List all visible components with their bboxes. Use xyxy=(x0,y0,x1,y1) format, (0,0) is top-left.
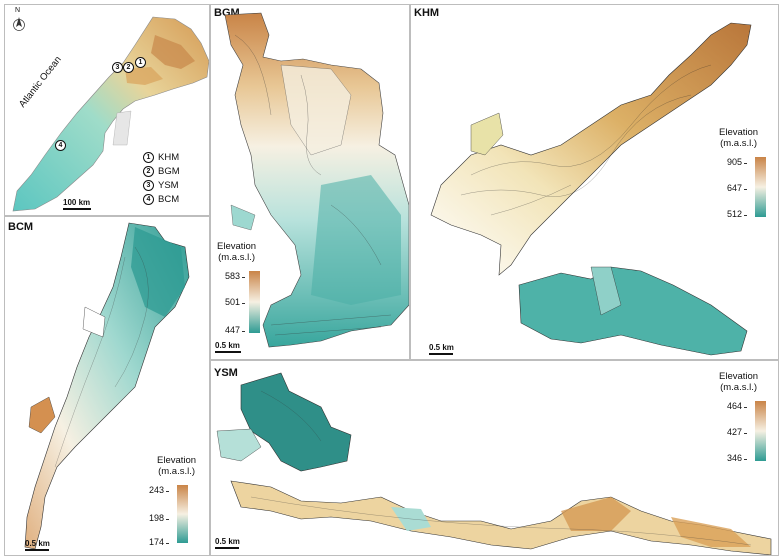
khm-legend-title: Elevation (m.a.s.l.) xyxy=(719,127,759,149)
bcm-legend-max: 243 xyxy=(149,485,170,495)
ysm-legend-min: 346 xyxy=(727,453,748,463)
khm-scale-bar: 0.5 km xyxy=(429,343,459,357)
bgm-elevation-map xyxy=(224,12,409,348)
site-marker-3: 3 xyxy=(112,62,123,73)
north-arrow-icon: N xyxy=(12,7,26,31)
bgm-scale-bar: 0.5 km xyxy=(215,341,245,355)
ysm-legend: Elevation (m.a.s.l.) 464 427 346 xyxy=(705,365,775,469)
bcm-legend-title: Elevation (m.a.s.l.) xyxy=(157,455,197,477)
bcm-legend-bar xyxy=(177,485,188,543)
site-key-4: 4 BCM xyxy=(143,194,179,205)
north-label: N xyxy=(15,7,21,14)
site-key-2: 2 BGM xyxy=(143,166,180,177)
khm-legend: Elevation (m.a.s.l.) 905 647 512 xyxy=(711,127,771,227)
site-marker-4: 4 xyxy=(55,140,66,151)
morocco-relief-map xyxy=(12,16,209,212)
khm-elevation-map xyxy=(430,22,752,356)
khm-title: KHM xyxy=(414,7,440,19)
bcm-title: BCM xyxy=(8,221,34,233)
bcm-elevation-map xyxy=(24,222,190,550)
site-key-3: 3 YSM xyxy=(143,180,179,191)
bgm-panel: BGM Elevation (m.a.s.l.) 583 501 4 xyxy=(210,4,410,360)
bcm-scale-bar: 0.5 km xyxy=(25,539,55,553)
ysm-legend-mid: 427 xyxy=(727,427,748,437)
khm-legend-min: 512 xyxy=(727,209,748,219)
land-shape xyxy=(12,16,209,212)
bgm-legend-bar xyxy=(249,271,260,333)
site-marker-2: 2 xyxy=(123,62,134,73)
site-key-1: 1 KHM xyxy=(143,152,179,163)
khm-legend-bar xyxy=(755,157,766,217)
bcm-legend: Elevation (m.a.s.l.) 243 198 174 xyxy=(145,455,205,555)
overview-scale-bar: 100 km xyxy=(63,198,93,212)
bcm-panel: BCM Elevation (m.a.s.l.) 243 198 174 0.5 … xyxy=(4,216,210,556)
overview-map-panel: N Atlantic Ocean 3 2 1 4 1 KHM 2 BGM 3 YSM … xyxy=(4,4,210,216)
bgm-legend-min: 447 xyxy=(225,325,246,335)
bgm-legend-max: 583 xyxy=(225,271,246,281)
bcm-legend-mid: 198 xyxy=(149,513,170,523)
khm-legend-max: 905 xyxy=(727,157,748,167)
khm-panel: KHM Elevation (m.a.s.l.) 905 647 512 0.5 … xyxy=(410,4,779,360)
bgm-legend-title: Elevation (m.a.s.l.) xyxy=(217,241,257,263)
ysm-legend-title: Elevation (m.a.s.l.) xyxy=(719,371,759,393)
ysm-legend-max: 464 xyxy=(727,401,748,411)
khm-legend-mid: 647 xyxy=(727,183,748,193)
ysm-panel: YSM Elevation (m.a.s.l.) 464 427 346 0.5 … xyxy=(210,360,779,556)
site-marker-1: 1 xyxy=(135,57,146,68)
ysm-legend-bar xyxy=(755,401,766,461)
ysm-elevation-map xyxy=(216,372,772,555)
bgm-legend: Elevation (m.a.s.l.) 583 501 447 xyxy=(217,241,277,341)
bcm-legend-min: 174 xyxy=(149,537,170,547)
bgm-legend-mid: 501 xyxy=(225,297,246,307)
ysm-scale-bar: 0.5 km xyxy=(215,537,245,551)
ysm-title: YSM xyxy=(214,367,238,379)
